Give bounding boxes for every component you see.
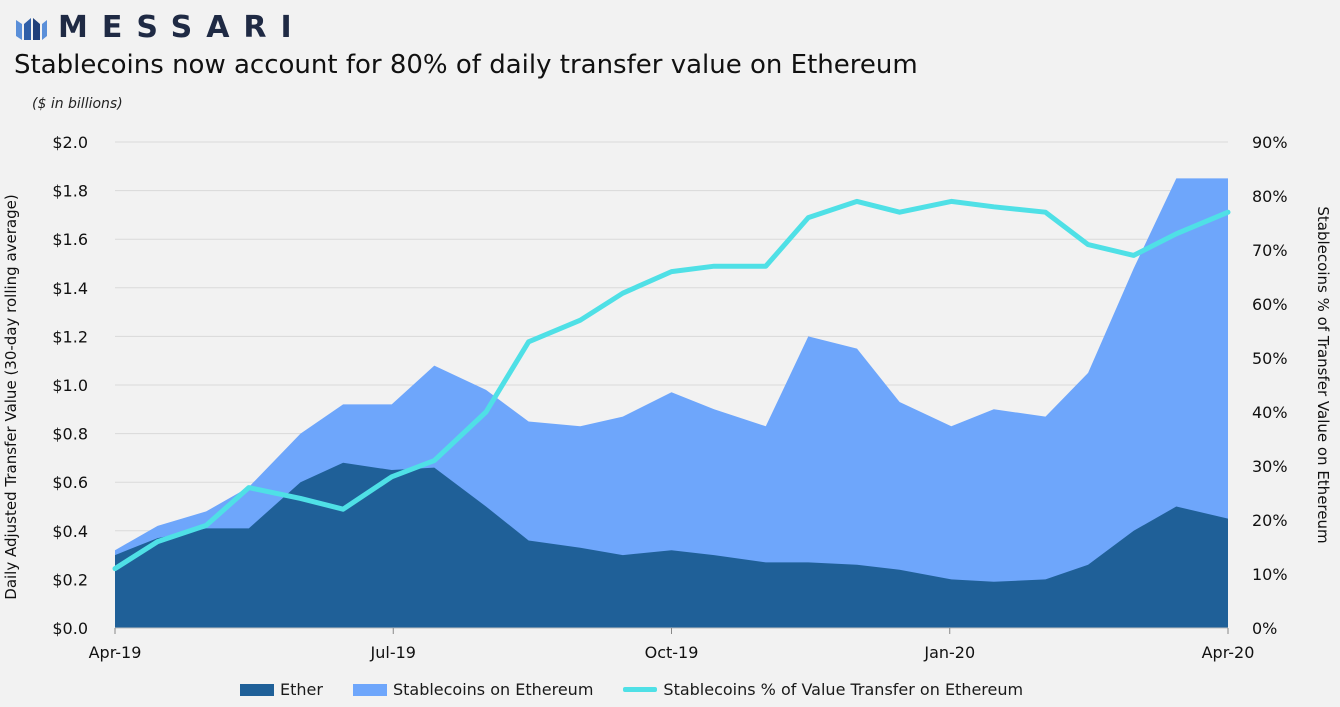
y2-tick-label: 50% [1252, 349, 1288, 368]
y2-axis-label: Stablecoins % of Transfer Value on Ether… [1314, 206, 1332, 543]
y-tick-label: $1.0 [52, 376, 88, 395]
y-tick-label: $0.8 [52, 425, 88, 444]
x-tick-label: Jan-20 [923, 643, 975, 662]
legend-item-pct: Stablecoins % of Value Transfer on Ether… [623, 680, 1023, 699]
chart-title: Stablecoins now account for 80% of daily… [14, 50, 918, 80]
y2-tick-label: 40% [1252, 403, 1288, 422]
messari-logo-icon [16, 17, 47, 40]
stablecoins-swatch [352, 683, 387, 696]
legend-label-stablecoins: Stablecoins on Ethereum [392, 680, 594, 699]
legend-label-pct: Stablecoins % of Value Transfer on Ether… [663, 680, 1024, 699]
y-tick-label: $1.4 [52, 279, 88, 298]
brand-name: MESSARI [58, 10, 306, 45]
x-tick-label: Apr-19 [89, 643, 142, 662]
y2-tick-label: 80% [1252, 187, 1288, 206]
y2-tick-label: 30% [1252, 457, 1288, 476]
y-tick-label: $0.0 [52, 619, 88, 638]
y-tick-label: $0.2 [52, 570, 88, 589]
y-tick-label: $1.8 [52, 182, 88, 201]
y-tick-label: $0.4 [52, 522, 88, 541]
x-tick-label: Apr-20 [1202, 643, 1255, 662]
y-tick-label: $1.6 [52, 230, 88, 249]
ether-swatch [240, 683, 274, 696]
y2-tick-label: 70% [1252, 241, 1288, 260]
legend-item-stablecoins: Stablecoins on Ethereum [352, 680, 594, 699]
pct-swatch [623, 687, 658, 692]
legend: Ether Stablecoins on Ethereum Stablecoin… [240, 680, 1023, 699]
chart-subtitle: ($ in billions) [32, 96, 123, 112]
ether-area [115, 462, 1228, 628]
y-tick-label: $0.6 [52, 473, 88, 492]
y2-tick-label: 0% [1252, 619, 1277, 638]
y2-tick-label: 20% [1252, 511, 1288, 530]
legend-item-ether: Ether [240, 680, 323, 699]
stablecoins-pct-line [112, 198, 1231, 572]
header: MESSARI [14, 10, 306, 45]
x-tick-label: Jul-19 [370, 643, 416, 662]
y2-tick-label: 90% [1252, 133, 1288, 152]
y2-tick-label: 60% [1252, 295, 1288, 314]
y-tick-label: $1.2 [52, 327, 88, 346]
legend-label-ether: Ether [280, 680, 323, 699]
y2-tick-label: 10% [1252, 565, 1288, 584]
y-tick-label: $2.0 [52, 133, 88, 152]
brand: MESSARI [14, 10, 306, 45]
y-axis-label: Daily Adjusted Transfer Value (30-day ro… [2, 194, 20, 599]
x-tick-label: Oct-19 [645, 643, 699, 662]
